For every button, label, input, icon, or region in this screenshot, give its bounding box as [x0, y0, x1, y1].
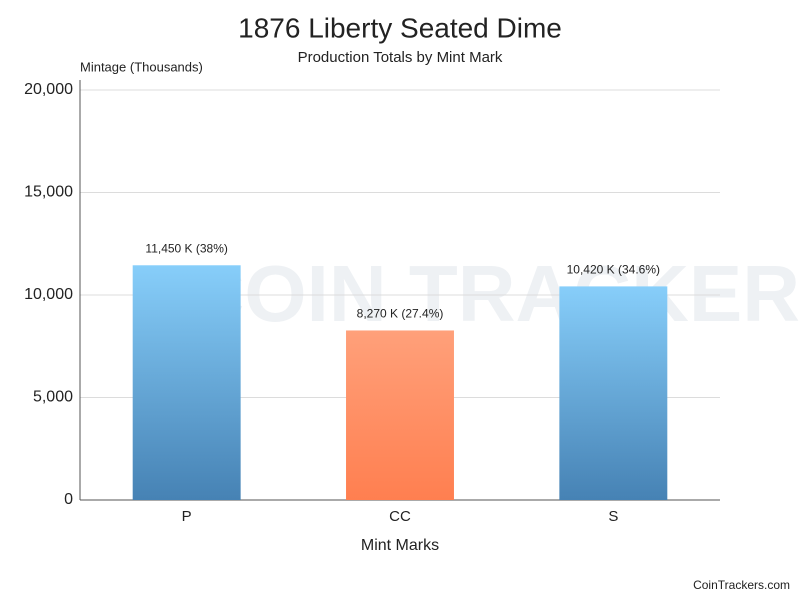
y-tick-label: 20,000 — [24, 81, 73, 98]
x-axis-title: Mint Marks — [361, 537, 439, 554]
bar — [346, 330, 454, 500]
source: CoinTrackers.com — [693, 578, 790, 592]
chart-title: 1876 Liberty Seated Dime — [238, 12, 562, 43]
x-tick-label: P — [182, 508, 192, 525]
bar — [559, 286, 667, 500]
bar — [133, 265, 241, 500]
y-tick-label: 5,000 — [33, 389, 73, 406]
value-label: 10,420 K (34.6%) — [567, 263, 660, 277]
y-tick-label: 10,000 — [24, 286, 73, 303]
value-label: 8,270 K (27.4%) — [357, 307, 444, 321]
x-tick-label: S — [608, 508, 618, 525]
x-tick-label: CC — [389, 508, 411, 525]
y-axis-title: Mintage (Thousands) — [80, 59, 203, 74]
chart-subtitle: Production Totals by Mint Mark — [298, 49, 503, 66]
y-tick-label: 15,000 — [24, 184, 73, 201]
y-tick-label: 0 — [64, 491, 73, 508]
watermark: COIN TRACKERS — [187, 249, 800, 338]
value-label: 11,450 K (38%) — [145, 241, 228, 255]
